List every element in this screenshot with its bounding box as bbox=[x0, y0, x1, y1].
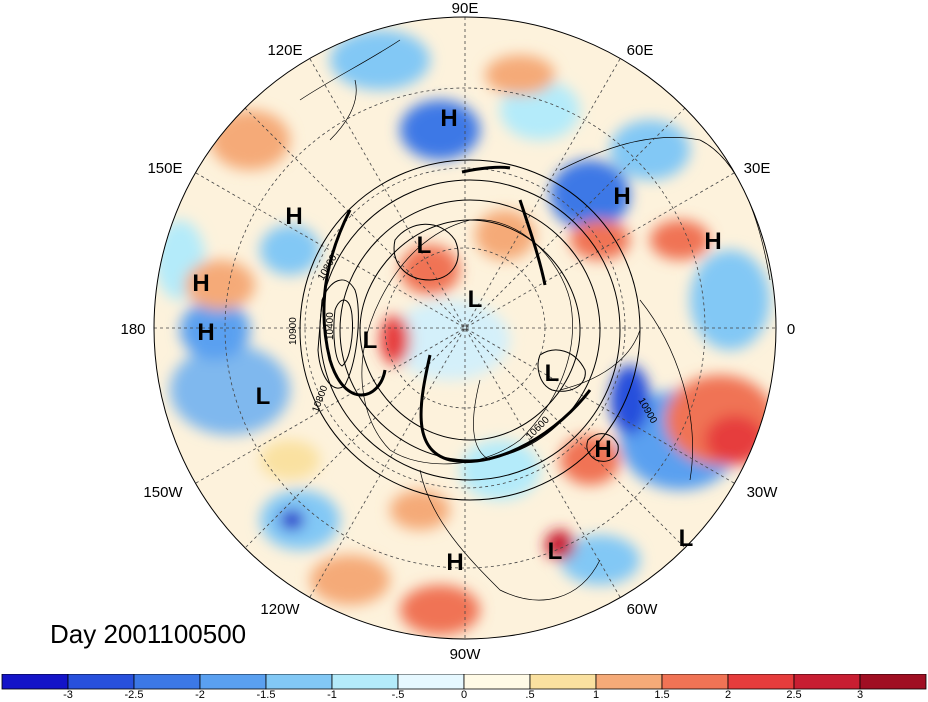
lon-label-90e: 90E bbox=[452, 0, 479, 17]
colorbar-tick-label: -2.5 bbox=[124, 689, 144, 701]
colorbar-swatch bbox=[661, 674, 729, 690]
lon-label-60w: 60W bbox=[627, 601, 659, 618]
map-boundary bbox=[153, 16, 777, 640]
colorbar-tick-label: 0 bbox=[460, 689, 468, 701]
low-pressure-center: L bbox=[468, 286, 483, 313]
colorbar-tick-label: 2.5 bbox=[786, 689, 802, 701]
high-pressure-center: H bbox=[197, 319, 214, 346]
low-pressure-center: L bbox=[545, 360, 560, 387]
colorbar-swatch bbox=[793, 674, 861, 690]
low-pressure-center: L bbox=[548, 538, 563, 565]
colorbar-swatch bbox=[463, 674, 531, 690]
lon-label-120w: 120W bbox=[260, 601, 300, 618]
lon-label-150w: 150W bbox=[143, 484, 183, 501]
high-pressure-center: H bbox=[285, 203, 302, 230]
lon-label-60e: 60E bbox=[627, 42, 654, 59]
height-contours bbox=[299, 159, 641, 501]
low-pressure-center: L bbox=[363, 327, 378, 354]
low-pressure-center: L bbox=[417, 232, 432, 259]
lon-label-30e: 30E bbox=[744, 160, 771, 177]
colorbar-swatch bbox=[133, 674, 201, 690]
colorbar-swatch bbox=[859, 674, 927, 690]
lon-label-120e: 120E bbox=[267, 42, 302, 59]
low-pressure-center: L bbox=[256, 383, 271, 410]
colorbar-swatch bbox=[331, 674, 399, 690]
lon-label-30w: 30W bbox=[747, 484, 779, 501]
colorbar bbox=[1, 674, 927, 690]
colorbar-tick-label: 2 bbox=[724, 689, 732, 701]
low-pressure-center: L bbox=[679, 525, 694, 552]
high-pressure-center: H bbox=[613, 183, 630, 210]
colorbar-tick-label: 1.5 bbox=[654, 689, 670, 701]
high-pressure-center: H bbox=[594, 436, 611, 463]
colorbar-swatch bbox=[1, 674, 69, 690]
colorbar-swatch bbox=[529, 674, 597, 690]
colorbar-tick-label: -1 bbox=[327, 689, 337, 701]
colorbar-tick-label: .5 bbox=[525, 689, 535, 701]
colorbar-tick-label: -1.5 bbox=[256, 689, 276, 701]
colorbar-swatch bbox=[265, 674, 333, 690]
lon-label-150e: 150E bbox=[147, 160, 182, 177]
colorbar-tick-label: -.5 bbox=[391, 689, 405, 701]
contour-label: 10400 bbox=[325, 312, 336, 340]
colorbar-tick-label: -3 bbox=[63, 689, 73, 701]
colorbar-swatch bbox=[397, 674, 465, 690]
contour-label: 10900 bbox=[288, 317, 299, 345]
colorbar-tick-label: 3 bbox=[856, 689, 864, 701]
colorbar-swatch bbox=[199, 674, 267, 690]
lon-label-90w: 90W bbox=[450, 646, 482, 663]
high-pressure-center: H bbox=[446, 549, 463, 576]
map-title: Day 2001100500 bbox=[50, 619, 247, 649]
high-pressure-center: H bbox=[704, 228, 721, 255]
high-pressure-center: H bbox=[192, 270, 209, 297]
colorbar-swatch bbox=[595, 674, 663, 690]
lon-label-180: 180 bbox=[120, 321, 145, 338]
colorbar-tick-label: -2 bbox=[195, 689, 205, 701]
colorbar-tick-label: 1 bbox=[592, 689, 600, 701]
colorbar-swatch bbox=[67, 674, 135, 690]
high-pressure-center: H bbox=[440, 105, 457, 132]
lon-label-0: 0 bbox=[787, 321, 795, 338]
colorbar-swatch bbox=[727, 674, 795, 690]
graticule bbox=[154, 17, 776, 639]
